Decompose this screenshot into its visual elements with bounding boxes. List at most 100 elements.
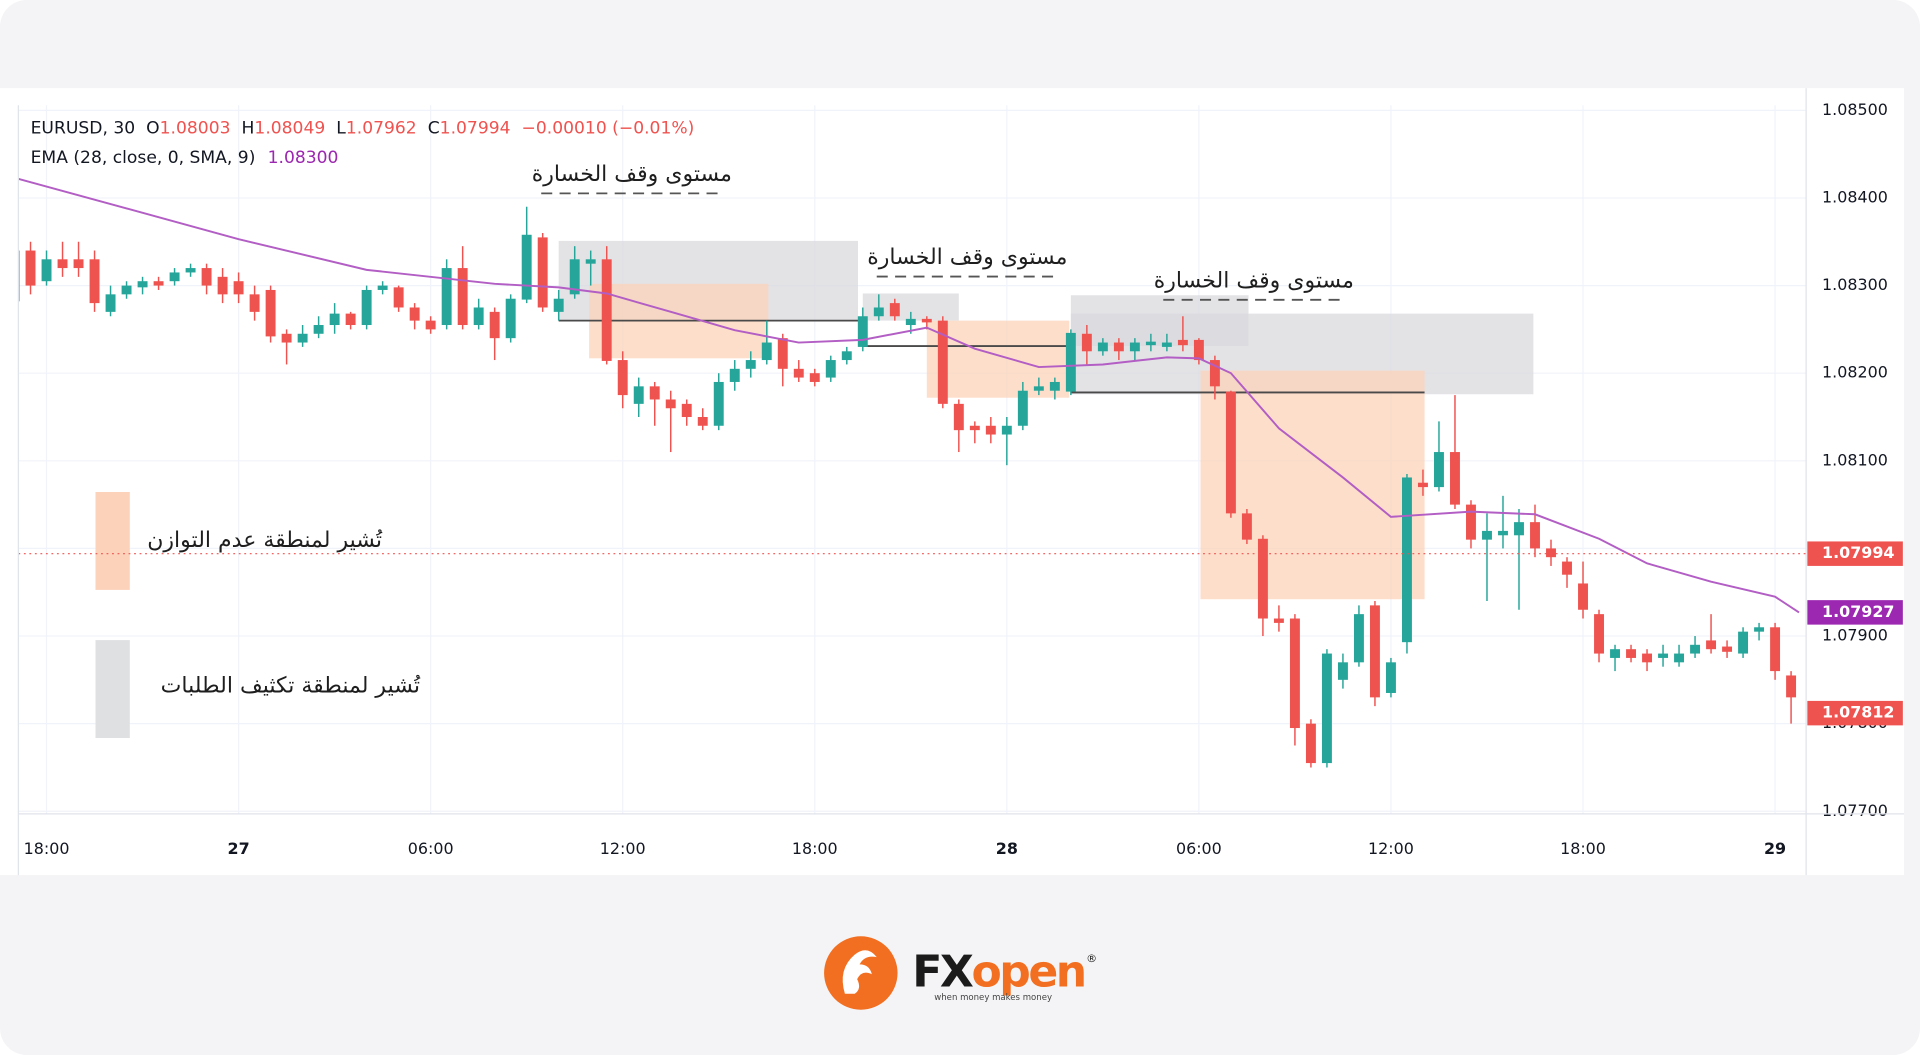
indicator-value: 1.08300 [268,148,339,168]
candle-body [1754,627,1765,632]
candle-body [937,320,948,404]
x-tick-label: 28 [996,839,1018,858]
candle-body [25,250,36,286]
candle-body [169,272,180,282]
candle-body [1081,333,1092,352]
candle-body [1001,425,1012,435]
candle-body [905,318,916,326]
candle-body [1097,342,1108,352]
candle-body [1129,342,1140,352]
ohlc-item: H [242,119,255,139]
ohlc-item: 1.08049 [254,119,325,139]
legend-swatch [95,640,130,739]
y-tick-label: 1.07900 [1822,626,1888,645]
ema-line [18,177,1800,614]
candle-body [281,333,292,343]
candle-body [457,268,468,326]
chart-panel [0,88,1905,876]
y-tick-label: 1.08300 [1822,275,1888,294]
price-tag [1807,600,1903,625]
candle-body [41,259,52,282]
candle-body [1017,390,1028,426]
candle-body [521,234,532,300]
annotation: مستوى وقف الخسارة [532,162,732,187]
candle-body [1321,653,1332,764]
candle-body [345,313,356,326]
candle-body [473,307,484,326]
candle-body [137,281,148,288]
legend-label: تُشير لمنطقة تكثيف الطلبات [161,674,421,699]
logo: FXopen ® when money makes money [824,936,1097,1010]
candle-body [217,276,228,295]
candle-body [1289,618,1300,729]
candle-body [1337,662,1348,680]
candle-body [985,425,996,435]
price-tag-label: 1.07994 [1822,543,1894,562]
candle-body [1401,477,1412,643]
candle-body [921,318,932,323]
y-tick-label: 1.08200 [1822,363,1888,382]
candle-body [1177,339,1188,346]
ohlc-item: C [428,119,440,139]
candle-body [569,259,580,295]
candle-body [1642,653,1652,663]
candle-body [1610,649,1620,658]
candle-body [793,368,804,378]
candle-body [697,417,708,426]
candle-body [265,289,276,337]
x-tick-label: 18:00 [792,839,838,858]
candle-body [249,294,260,312]
candle-body [729,368,740,382]
candle-body [233,281,244,295]
candle-body [1514,522,1524,536]
candle-body [1193,339,1204,361]
candle-body [1434,452,1444,488]
candle-body [585,259,596,264]
candle-body [313,325,324,334]
x-tick-label: 18:00 [1560,839,1606,858]
registered: ® [1086,952,1097,965]
candle-body [1257,538,1268,619]
price-tag [1807,541,1903,566]
candle-body [297,333,308,343]
candle-body [1594,614,1604,654]
candle-body [873,307,884,317]
y-tick-label: 1.08400 [1822,187,1888,206]
ohlc-item: EURUSD, 30 [31,119,136,139]
candle-body [1369,605,1380,698]
candle-body [1305,723,1316,764]
candle-body [361,289,372,326]
x-tick-label: 29 [1764,839,1786,858]
candle-body [1273,618,1284,623]
candle-body [841,351,852,361]
candle-body [761,342,772,361]
candle-body [329,313,340,326]
candle-body [393,287,404,308]
candle-body [57,259,68,269]
candle-body [633,386,644,404]
candle-body [1049,381,1060,391]
legend-label: تُشير لمنطقة عدم التوازن [147,528,382,553]
candle-body [1209,360,1220,387]
brand-fx: FX [912,946,974,997]
candle-body [777,338,788,369]
candle-body [1658,653,1668,658]
candle-body [153,281,164,286]
candle-body [537,237,548,308]
candle-body [1722,646,1733,652]
candle-body [1530,522,1540,549]
candle-body [745,360,756,369]
candle-body [201,268,212,286]
candle-body [1738,631,1749,654]
candle-body [857,316,868,347]
ohlc-item: 1.08003 [160,119,231,139]
brand-open: open [971,946,1084,997]
price-tag-label: 1.07812 [1822,703,1894,722]
zones [558,240,1534,600]
x-tick-label: 06:00 [408,839,454,858]
candle-body [1113,342,1124,352]
candle-body [1450,452,1460,505]
ohlc-legend: EURUSD, 30 O1.08003 H1.08049 L1.07962 C1.079… [31,119,695,139]
ohlc-item: 1.07962 [346,119,417,139]
candle-body [1482,530,1492,540]
